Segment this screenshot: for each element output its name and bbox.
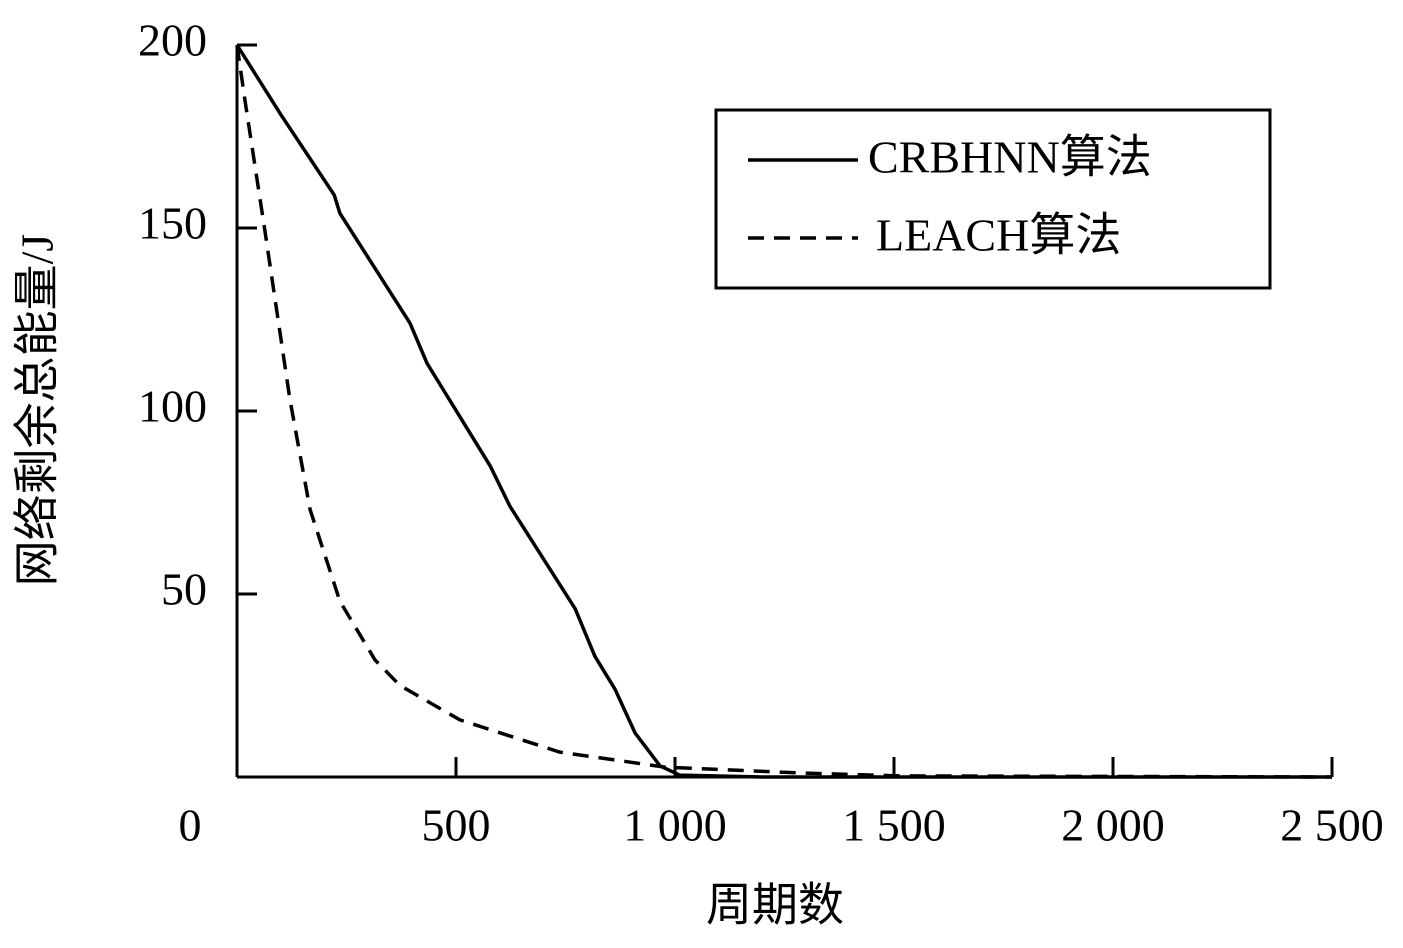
x-tick-label: 500: [422, 800, 491, 851]
legend-label: LEACH算法: [876, 210, 1121, 261]
y-tick-label: 150: [138, 198, 207, 249]
x-tick-label: 1 000: [623, 800, 727, 851]
line-series: [235, 44, 1332, 779]
x-tick-label: 2 500: [1280, 800, 1384, 851]
y-tick-label: 50: [161, 564, 207, 615]
x-tick-label: 0: [179, 800, 202, 851]
legend-box: [714, 108, 1272, 290]
line-series: [235, 44, 1333, 779]
x-tick-label: 1 500: [842, 800, 946, 851]
legend-label: CRBHNN算法: [868, 132, 1152, 183]
x-tick-label: 2 000: [1061, 800, 1165, 851]
y-tick-label: 100: [138, 381, 207, 432]
x-axis-label: 周期数: [706, 880, 844, 931]
y-axis-label: 网络剩余总能量/J: [12, 234, 63, 587]
y-tick-label: 200: [138, 15, 207, 66]
